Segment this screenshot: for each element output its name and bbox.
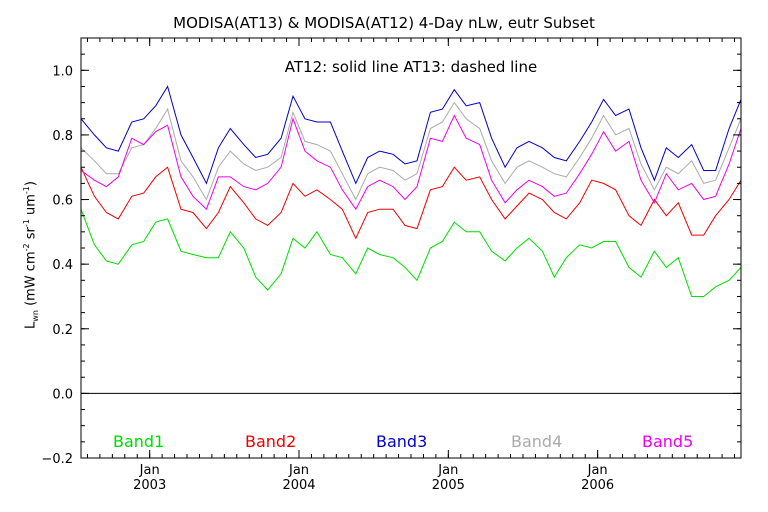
series-line-band3 xyxy=(80,85,742,185)
y-axis-label-part: (mW cm xyxy=(23,251,39,311)
series-line-band2 xyxy=(80,166,742,240)
y-axis-label-part: -1 xyxy=(22,219,31,228)
series-layer xyxy=(80,85,742,297)
legend-band4: Band4 xyxy=(511,432,563,451)
y-tick-label: 1.0 xyxy=(52,64,73,79)
legend-band1: Band1 xyxy=(113,432,165,451)
y-tick-label: 0.0 xyxy=(52,387,73,402)
series-line-band5 xyxy=(80,114,742,211)
x-tick-label-month: Jan xyxy=(587,463,608,478)
series-line-band1 xyxy=(80,209,742,297)
y-axis-label-part: um xyxy=(23,194,39,220)
y-axis-label: Lwn (mW cm-2 sr-1 um-1) xyxy=(22,181,40,329)
y-tick-label: 0.2 xyxy=(52,323,73,338)
chart-subtitle: AT12: solid line AT13: dashed line xyxy=(284,58,538,76)
y-tick-label: 0.8 xyxy=(52,129,73,144)
legend-band5: Band5 xyxy=(642,432,694,451)
x-tick-label-year: 2003 xyxy=(133,478,166,493)
y-axis-label-part: L xyxy=(23,321,39,329)
y-axis-label-part: sr xyxy=(23,227,39,244)
y-tick-label: 0.4 xyxy=(52,258,73,273)
x-tick-label-year: 2006 xyxy=(581,478,614,493)
legend-band3: Band3 xyxy=(376,432,428,451)
series-line-band4 xyxy=(80,101,742,201)
x-tick-label-year: 2005 xyxy=(432,478,465,493)
axis-layer: −0.20.00.20.40.60.81.0Jan2003Jan2004Jan2… xyxy=(41,37,741,493)
y-axis-label-part: -2 xyxy=(22,243,31,252)
x-tick-label-month: Jan xyxy=(288,463,309,478)
y-axis-label-part: -1 xyxy=(22,186,31,195)
y-axis-label-part: ) xyxy=(23,181,39,187)
legend-band2: Band2 xyxy=(245,432,297,451)
y-axis-label-part: wn xyxy=(30,310,40,322)
x-tick-label-month: Jan xyxy=(437,463,458,478)
chart-title: MODISA(AT13) & MODISA(AT12) 4-Day nLw, e… xyxy=(173,14,595,32)
x-tick-label-month: Jan xyxy=(139,463,160,478)
x-tick-label-year: 2004 xyxy=(282,478,315,493)
y-tick-label: 0.6 xyxy=(52,194,73,209)
y-tick-label: −0.2 xyxy=(41,452,73,467)
